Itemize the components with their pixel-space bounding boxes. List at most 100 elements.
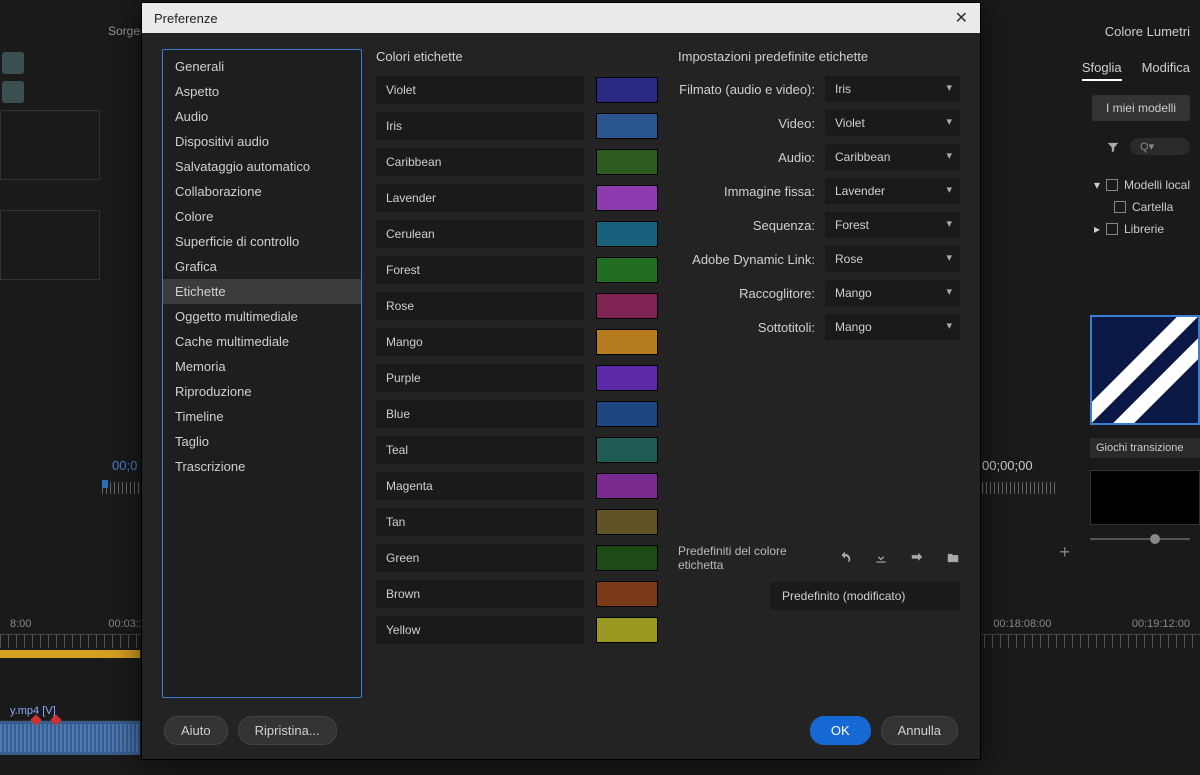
zoom-slider[interactable] xyxy=(1090,538,1190,540)
label-name-input[interactable] xyxy=(376,400,584,428)
download-icon[interactable] xyxy=(874,551,888,565)
label-name-input[interactable] xyxy=(376,616,584,644)
undo-icon[interactable] xyxy=(838,551,852,565)
color-swatch[interactable] xyxy=(596,617,658,643)
default-select[interactable]: Iris xyxy=(825,76,960,102)
default-select[interactable]: Violet xyxy=(825,110,960,136)
tree-row-local[interactable]: ▾ Modelli local xyxy=(1094,174,1190,196)
color-swatch[interactable] xyxy=(596,545,658,571)
export-icon[interactable] xyxy=(910,551,924,565)
color-swatch[interactable] xyxy=(596,149,658,175)
cancel-button[interactable]: Annulla xyxy=(881,716,958,745)
default-row: Sequenza:Forest xyxy=(678,212,960,238)
mini-ruler-right xyxy=(978,482,1058,494)
sidebar-item-dispositivi-audio[interactable]: Dispositivi audio xyxy=(163,129,361,154)
color-swatch[interactable] xyxy=(596,113,658,139)
color-swatch[interactable] xyxy=(596,509,658,535)
color-swatch[interactable] xyxy=(596,293,658,319)
sidebar-item-aspetto[interactable]: Aspetto xyxy=(163,79,361,104)
tree-row-libs[interactable]: ▸ Librerie xyxy=(1094,218,1190,240)
bin-thumb[interactable] xyxy=(2,52,24,74)
sidebar-item-memoria[interactable]: Memoria xyxy=(163,354,361,379)
color-swatch[interactable] xyxy=(596,581,658,607)
default-select[interactable]: Lavender xyxy=(825,178,960,204)
default-row: Immagine fissa:Lavender xyxy=(678,178,960,204)
color-swatch[interactable] xyxy=(596,221,658,247)
preset-thumbnail-2[interactable] xyxy=(1090,470,1200,525)
my-models-button[interactable]: I miei modelli xyxy=(1092,95,1190,121)
reset-button[interactable]: Ripristina... xyxy=(238,716,337,745)
label-name-input[interactable] xyxy=(376,184,584,212)
label-name-input[interactable] xyxy=(376,436,584,464)
sidebar-item-riproduzione[interactable]: Riproduzione xyxy=(163,379,361,404)
label-name-input[interactable] xyxy=(376,220,584,248)
label-name-input[interactable] xyxy=(376,472,584,500)
bin-slot[interactable] xyxy=(0,210,100,280)
tab-edit[interactable]: Modifica xyxy=(1142,60,1190,81)
color-swatch[interactable] xyxy=(596,365,658,391)
preset-select[interactable]: Predefinito (modificato) xyxy=(770,582,960,610)
default-row: Filmato (audio e video):Iris xyxy=(678,76,960,102)
folder-icon[interactable] xyxy=(946,551,960,565)
timecode-out: 00;00;00 xyxy=(982,458,1033,473)
default-select[interactable]: Mango xyxy=(825,280,960,306)
audio-track-clip[interactable] xyxy=(0,720,140,755)
default-select[interactable]: Rose xyxy=(825,246,960,272)
color-swatch[interactable] xyxy=(596,257,658,283)
label-name-input[interactable] xyxy=(376,76,584,104)
color-swatch[interactable] xyxy=(596,473,658,499)
tree-row-folder[interactable]: Cartella xyxy=(1094,196,1190,218)
right-tabs: Sfoglia Modifica xyxy=(1082,60,1190,81)
preset-thumbnail[interactable] xyxy=(1090,315,1200,425)
sidebar-item-collaborazione[interactable]: Collaborazione xyxy=(163,179,361,204)
default-select[interactable]: Forest xyxy=(825,212,960,238)
default-select[interactable]: Mango xyxy=(825,314,960,340)
label-name-input[interactable] xyxy=(376,364,584,392)
sidebar-item-grafica[interactable]: Grafica xyxy=(163,254,361,279)
label-row xyxy=(376,328,658,356)
color-swatch[interactable] xyxy=(596,401,658,427)
add-button[interactable]: + xyxy=(1059,542,1070,563)
help-button[interactable]: Aiuto xyxy=(164,716,228,745)
sidebar-item-trascrizione[interactable]: Trascrizione xyxy=(163,454,361,479)
sidebar-item-timeline[interactable]: Timeline xyxy=(163,404,361,429)
label-name-input[interactable] xyxy=(376,328,584,356)
sidebar-item-salvataggio-automatico[interactable]: Salvataggio automatico xyxy=(163,154,361,179)
close-icon[interactable]: ✕ xyxy=(955,8,968,28)
sidebar-item-cache-multimediale[interactable]: Cache multimediale xyxy=(163,329,361,354)
dialog-titlebar[interactable]: Preferenze ✕ xyxy=(142,3,980,33)
label-name-input[interactable] xyxy=(376,112,584,140)
label-row xyxy=(376,292,658,320)
color-swatch[interactable] xyxy=(596,77,658,103)
bin-thumb[interactable] xyxy=(2,81,24,103)
video-track-clip[interactable] xyxy=(0,650,140,658)
label-name-input[interactable] xyxy=(376,292,584,320)
sidebar-item-superficie-di-controllo[interactable]: Superficie di controllo xyxy=(163,229,361,254)
label-row xyxy=(376,256,658,284)
lumetri-title: Colore Lumetri xyxy=(1105,24,1190,39)
sidebar-item-audio[interactable]: Audio xyxy=(163,104,361,129)
label-name-input[interactable] xyxy=(376,148,584,176)
color-swatch[interactable] xyxy=(596,437,658,463)
label-name-input[interactable] xyxy=(376,580,584,608)
tab-browse[interactable]: Sfoglia xyxy=(1082,60,1122,81)
label-name-input[interactable] xyxy=(376,544,584,572)
default-select[interactable]: Caribbean xyxy=(825,144,960,170)
search-input[interactable]: Q▾ xyxy=(1130,138,1190,155)
filter-icon[interactable] xyxy=(1106,140,1120,154)
bin-slot[interactable] xyxy=(0,110,100,180)
sidebar-item-generali[interactable]: Generali xyxy=(163,54,361,79)
sidebar-item-taglio[interactable]: Taglio xyxy=(163,429,361,454)
mini-ruler-left[interactable] xyxy=(102,482,142,494)
color-swatch[interactable] xyxy=(596,185,658,211)
label-name-input[interactable] xyxy=(376,256,584,284)
label-row xyxy=(376,472,658,500)
sidebar-item-colore[interactable]: Colore xyxy=(163,204,361,229)
sidebar-item-etichette[interactable]: Etichette xyxy=(163,279,361,304)
color-swatch[interactable] xyxy=(596,329,658,355)
ok-button[interactable]: OK xyxy=(810,716,871,745)
timecode-in[interactable]: 00;0 xyxy=(112,458,137,473)
label-name-input[interactable] xyxy=(376,508,584,536)
sidebar-item-oggetto-multimediale[interactable]: Oggetto multimediale xyxy=(163,304,361,329)
defaults-heading: Impostazioni predefinite etichette xyxy=(678,49,960,64)
